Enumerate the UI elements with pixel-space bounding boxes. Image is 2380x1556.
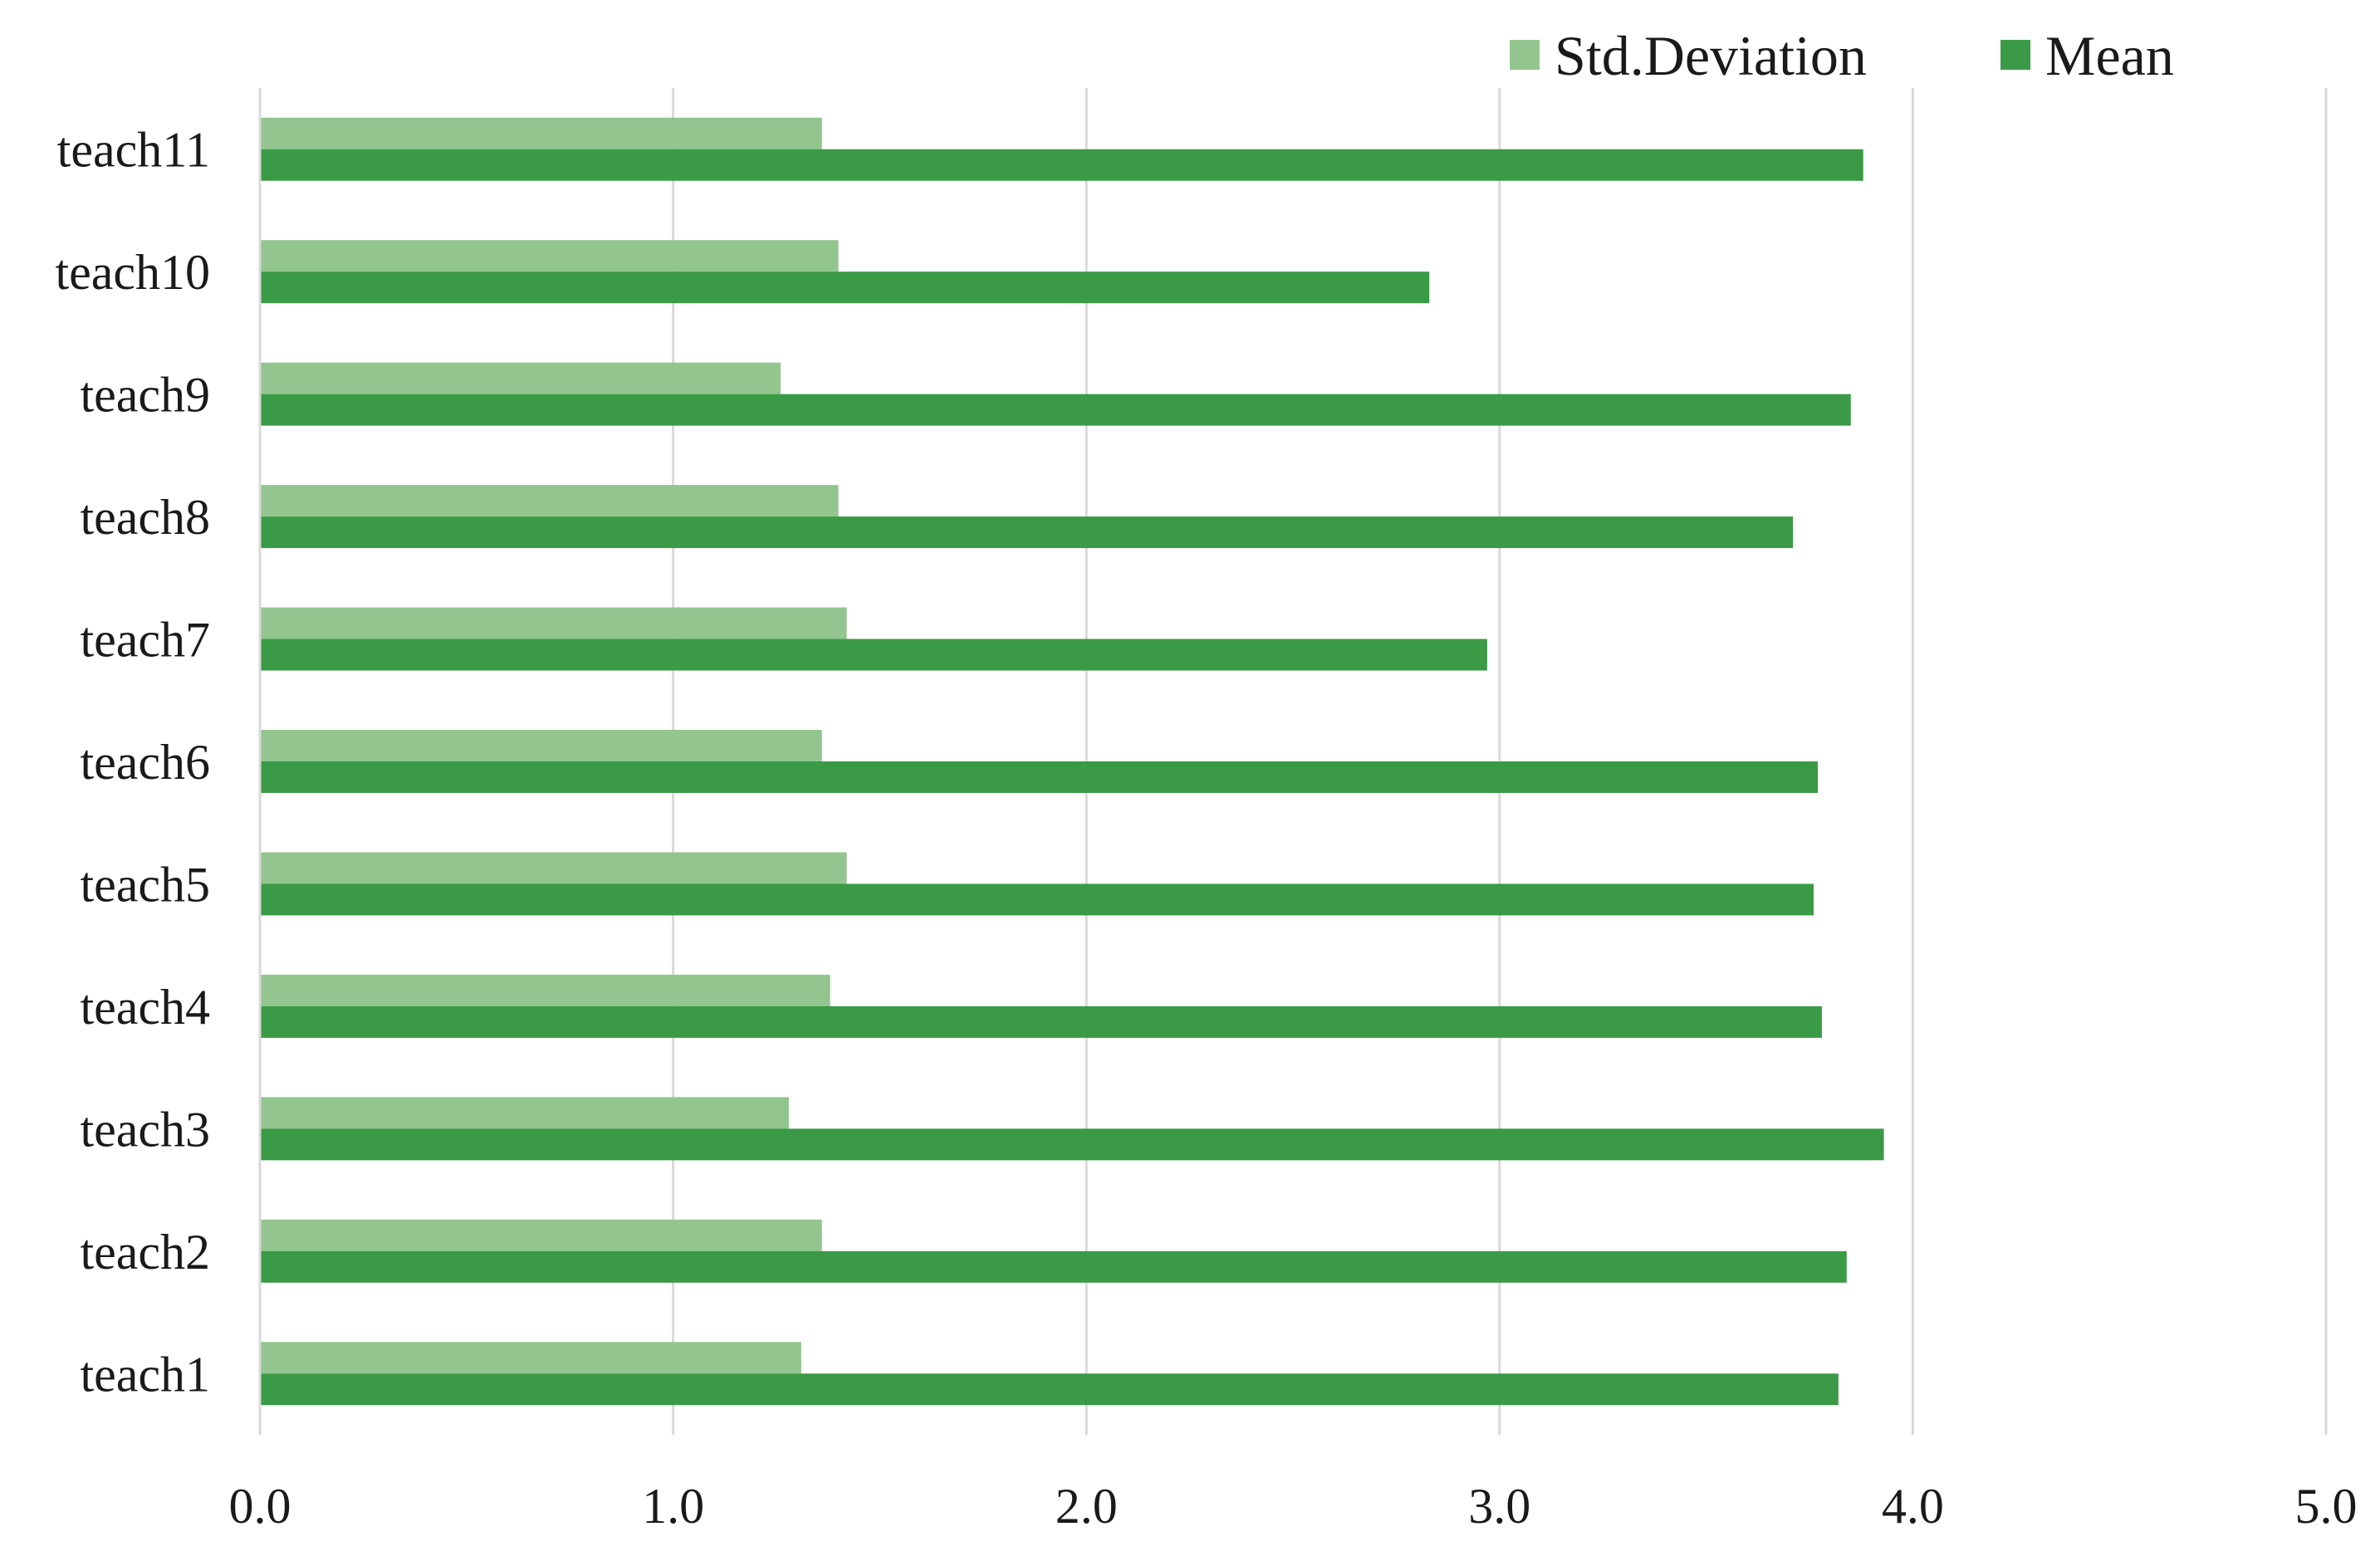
- category-label: teach11: [57, 123, 210, 178]
- category-label: teach4: [80, 980, 210, 1035]
- bar-mean: [260, 272, 1430, 304]
- bar-std-deviation: [260, 607, 847, 639]
- category-label: teach2: [80, 1225, 210, 1280]
- bars: [260, 117, 1884, 1406]
- bar-mean: [260, 639, 1487, 671]
- x-tick-label: 4.0: [1882, 1479, 1944, 1534]
- category-label: teach5: [80, 857, 210, 912]
- category-label: teach3: [80, 1102, 210, 1157]
- bar-std-deviation: [260, 974, 830, 1006]
- bar-std-deviation: [260, 240, 839, 272]
- category-label: teach9: [80, 368, 210, 423]
- bar-std-deviation: [260, 1342, 801, 1374]
- bar-mean: [260, 1128, 1884, 1161]
- legend: Std.Deviation Mean: [1510, 24, 2174, 87]
- legend-swatch: [2000, 40, 2030, 70]
- legend-label: Std.Deviation: [1555, 24, 1867, 87]
- legend-label: Mean: [2045, 24, 2174, 87]
- axes: 0.0 1.0 2.0 3.0 4.0 5.0 teach1 teach2 teach3 teac…: [55, 88, 2358, 1534]
- bar-mean: [260, 516, 1794, 549]
- bar-mean: [260, 1373, 1839, 1406]
- bar-mean: [260, 149, 1863, 181]
- x-tick-label: 3.0: [1468, 1479, 1530, 1534]
- bar-mean: [260, 1250, 1847, 1283]
- bar-std-deviation: [260, 362, 781, 394]
- legend-swatch: [1510, 40, 1540, 70]
- bar-mean: [260, 1006, 1822, 1038]
- x-tick-label: 2.0: [1055, 1479, 1118, 1534]
- bar-std-deviation: [260, 485, 839, 517]
- x-tick-label: 1.0: [642, 1479, 704, 1534]
- bar-std-deviation: [260, 1097, 789, 1129]
- category-label: teach8: [80, 490, 210, 545]
- bar-mean: [260, 394, 1851, 426]
- category-label: teach1: [80, 1347, 210, 1402]
- bar-std-deviation: [260, 852, 847, 884]
- bar-std-deviation: [260, 1219, 822, 1251]
- category-label: teach10: [55, 245, 210, 300]
- bar-std-deviation: [260, 117, 822, 149]
- bar-mean: [260, 761, 1818, 793]
- category-label: teach7: [80, 613, 210, 668]
- x-tick-label: 5.0: [2295, 1479, 2358, 1534]
- bar-mean: [260, 883, 1814, 916]
- bar-std-deviation: [260, 730, 822, 761]
- category-label: teach6: [80, 735, 210, 790]
- x-tick-label: 0.0: [229, 1479, 291, 1534]
